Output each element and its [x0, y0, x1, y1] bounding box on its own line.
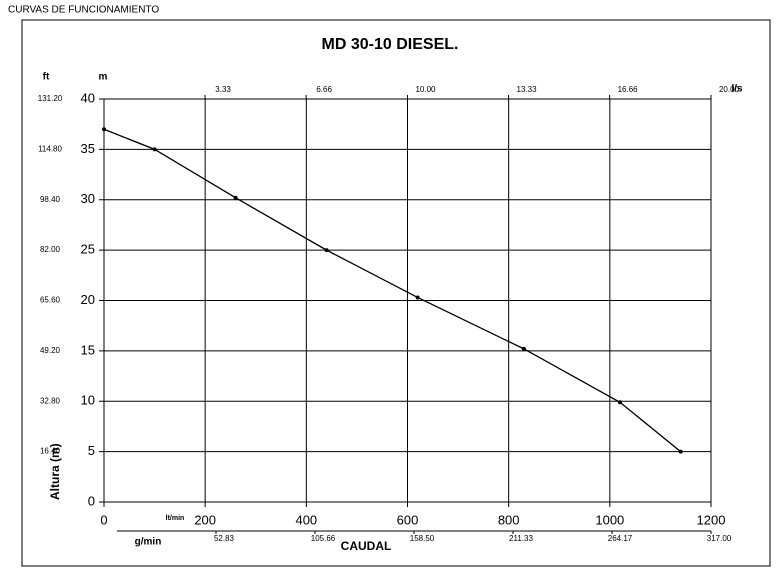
- y-tick-label: 0: [88, 493, 95, 508]
- x2-tick-label: 20.00: [719, 85, 740, 94]
- y-tick-label: 20: [81, 292, 95, 307]
- point: [617, 400, 622, 405]
- x-axis-title: CAUDAL: [341, 539, 392, 553]
- x3-tick-label: 317.00: [707, 534, 732, 543]
- x2-unit: l/s: [731, 84, 743, 95]
- x2-tick-label: 6.66: [316, 85, 332, 94]
- y2-tick-label: 114.80: [38, 144, 62, 153]
- x3-tick-label: 105.66: [311, 534, 336, 543]
- y-axis-title: Altura (m): [48, 443, 62, 500]
- x-tick-label: 1200: [697, 512, 726, 527]
- y2-tick-label: 98.40: [40, 195, 61, 204]
- header: CURVAS DE FUNCIONAMIENTO: [8, 5, 159, 16]
- y-tick-label: 35: [81, 141, 95, 156]
- x3-unit: g/min: [135, 537, 162, 548]
- point: [415, 295, 420, 300]
- y2-tick-label: 16.40: [40, 447, 61, 456]
- y-tick-label: 40: [81, 90, 95, 105]
- y2-tick-label: 131.20: [38, 94, 63, 103]
- frame: [21, 19, 771, 567]
- curve: [103, 128, 682, 453]
- x-tick-label: 0: [100, 512, 107, 527]
- y-unit: m: [99, 72, 108, 83]
- x-tick-label: 800: [498, 512, 520, 527]
- point: [324, 248, 329, 253]
- x-tick-label: 600: [397, 512, 419, 527]
- point: [521, 346, 526, 351]
- x-unit: lt/min: [166, 515, 185, 522]
- point: [233, 195, 238, 200]
- x3-tick-label: 264.17: [608, 534, 633, 543]
- y-tick-label: 5: [88, 443, 95, 458]
- x2-tick-label: 16.66: [618, 85, 639, 94]
- x2-tick-label: 3.33: [215, 85, 231, 94]
- x-tick-label: 200: [194, 512, 216, 527]
- x3-tick-label: 158.50: [410, 534, 435, 543]
- x2-tick-label: 10.00: [415, 85, 436, 94]
- y2-unit: ft: [43, 72, 50, 83]
- x3-tick-label: 52.83: [214, 534, 235, 543]
- point: [678, 449, 683, 454]
- y-tick-label: 10: [81, 393, 95, 408]
- point: [152, 147, 157, 152]
- x-tick-label: 1000: [595, 512, 624, 527]
- x2-tick-label: 13.33: [517, 85, 538, 94]
- y-tick-label: 25: [81, 242, 95, 257]
- point: [102, 127, 106, 132]
- x-tick-label: 400: [295, 512, 317, 527]
- chart-title: MD 30-10 DIESEL.: [322, 36, 459, 53]
- y2-tick-label: 32.80: [40, 396, 61, 405]
- x3-tick-label: 211.33: [509, 534, 533, 543]
- y-tick-label: 30: [81, 191, 95, 206]
- y2-tick-label: 49.20: [40, 346, 61, 355]
- y2-tick-label: 82.00: [40, 245, 61, 254]
- y2-tick-label: 65.60: [40, 296, 61, 305]
- y-tick-label: 15: [81, 342, 95, 357]
